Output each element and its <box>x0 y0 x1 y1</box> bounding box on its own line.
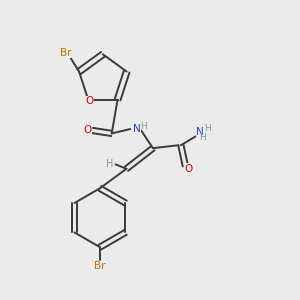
Text: H: H <box>204 124 211 133</box>
Text: H: H <box>199 133 206 142</box>
Text: H: H <box>140 122 147 131</box>
Text: O: O <box>85 96 94 106</box>
Text: H: H <box>106 159 113 169</box>
Text: O: O <box>83 125 92 136</box>
Text: N: N <box>133 124 141 134</box>
Text: N: N <box>196 127 204 137</box>
Text: Br: Br <box>94 261 106 271</box>
Text: Br: Br <box>60 48 72 58</box>
Text: O: O <box>184 164 192 174</box>
